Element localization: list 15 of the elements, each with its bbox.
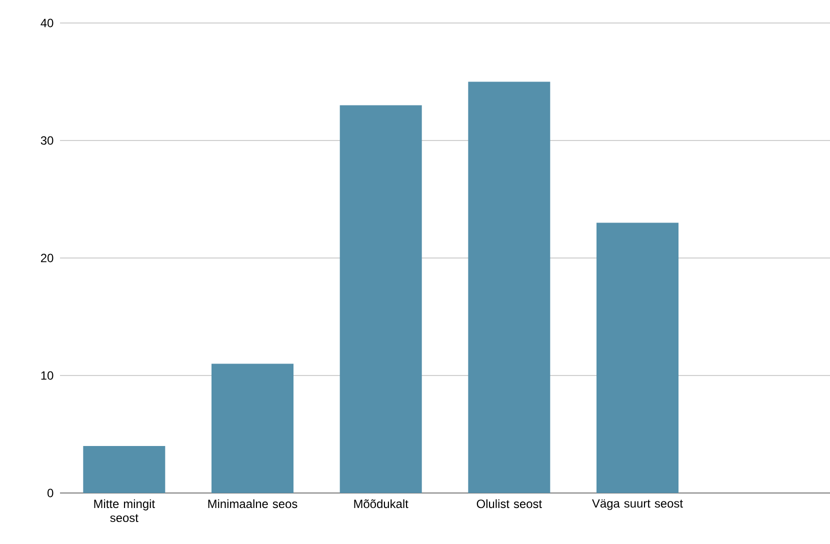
x-tick-label: Mõõdukalt <box>354 499 408 508</box>
y-tick-label: 10 <box>41 371 54 380</box>
bar <box>468 82 550 493</box>
y-tick-label: 30 <box>40 136 54 145</box>
bar <box>596 222 679 493</box>
x-tick-label: Mitte mingit seost <box>94 499 155 522</box>
x-tick-label: Olulist seost <box>476 499 542 508</box>
y-tick-label: 20 <box>40 254 54 262</box>
bar <box>83 446 166 493</box>
x-tick-label: Minimaalne seos <box>208 499 298 508</box>
y-tick-label: 40 <box>40 18 54 28</box>
bar <box>340 105 422 493</box>
y-tick-label: 0 <box>48 488 54 498</box>
bar <box>212 364 294 493</box>
x-tick-label: Väga suurt seost <box>592 499 683 510</box>
